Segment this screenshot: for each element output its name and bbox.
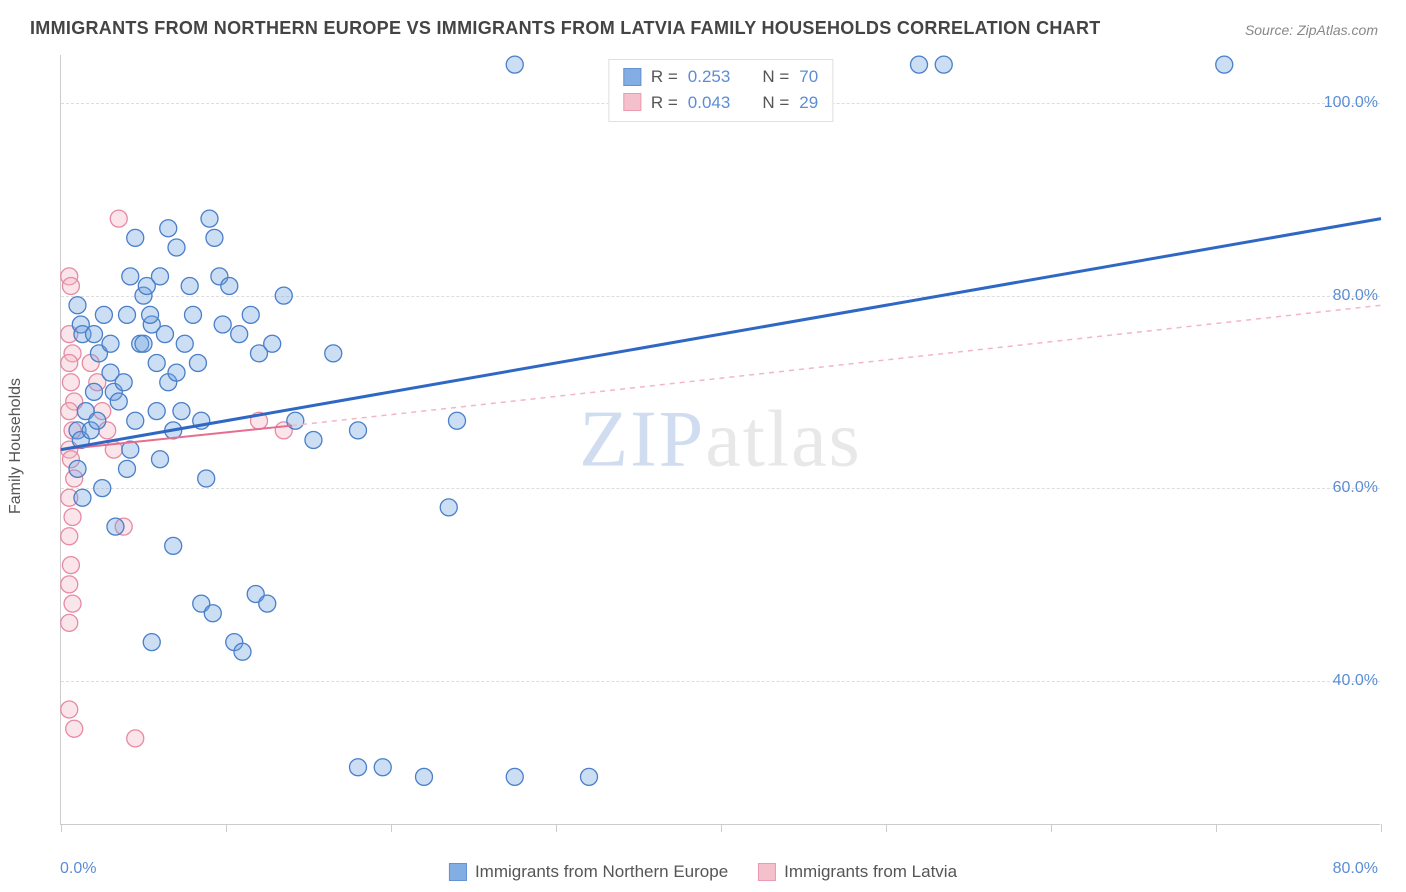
legend-row-series-1: R = 0.253 N = 70	[623, 64, 818, 90]
x-tick-max: 80.0%	[1333, 860, 1378, 878]
y-tick-label: 80.0%	[1333, 287, 1378, 305]
y-tick-label: 100.0%	[1324, 94, 1378, 112]
r-label: R =	[651, 90, 678, 116]
swatch-series-2-icon	[758, 863, 776, 881]
legend-item-1: Immigrants from Northern Europe	[449, 862, 728, 882]
correlation-legend: R = 0.253 N = 70 R = 0.043 N = 29	[608, 59, 833, 122]
y-axis-title: Family Households	[7, 378, 25, 514]
n-label: N =	[762, 64, 789, 90]
r-value-1: 0.253	[688, 64, 731, 90]
legend-item-2: Immigrants from Latvia	[758, 862, 957, 882]
r-label: R =	[651, 64, 678, 90]
r-value-2: 0.043	[688, 90, 731, 116]
chart-title: IMMIGRANTS FROM NORTHERN EUROPE VS IMMIG…	[30, 18, 1101, 39]
series-legend: Immigrants from Northern Europe Immigran…	[449, 862, 957, 882]
plot-area: ZIPatlas R = 0.253 N = 70 R = 0.043 N = …	[60, 55, 1380, 825]
n-value-1: 70	[799, 64, 818, 90]
source-attribution: Source: ZipAtlas.com	[1245, 22, 1378, 38]
y-tick-label: 40.0%	[1333, 672, 1378, 690]
legend-label-2: Immigrants from Latvia	[784, 862, 957, 882]
legend-label-1: Immigrants from Northern Europe	[475, 862, 728, 882]
swatch-series-1-icon	[449, 863, 467, 881]
swatch-series-1	[623, 68, 641, 86]
n-label: N =	[762, 90, 789, 116]
x-tick-min: 0.0%	[60, 860, 96, 878]
swatch-series-2	[623, 93, 641, 111]
n-value-2: 29	[799, 90, 818, 116]
y-tick-label: 60.0%	[1333, 479, 1378, 497]
scatter-plot-svg	[61, 55, 1380, 824]
legend-row-series-2: R = 0.043 N = 29	[623, 90, 818, 116]
